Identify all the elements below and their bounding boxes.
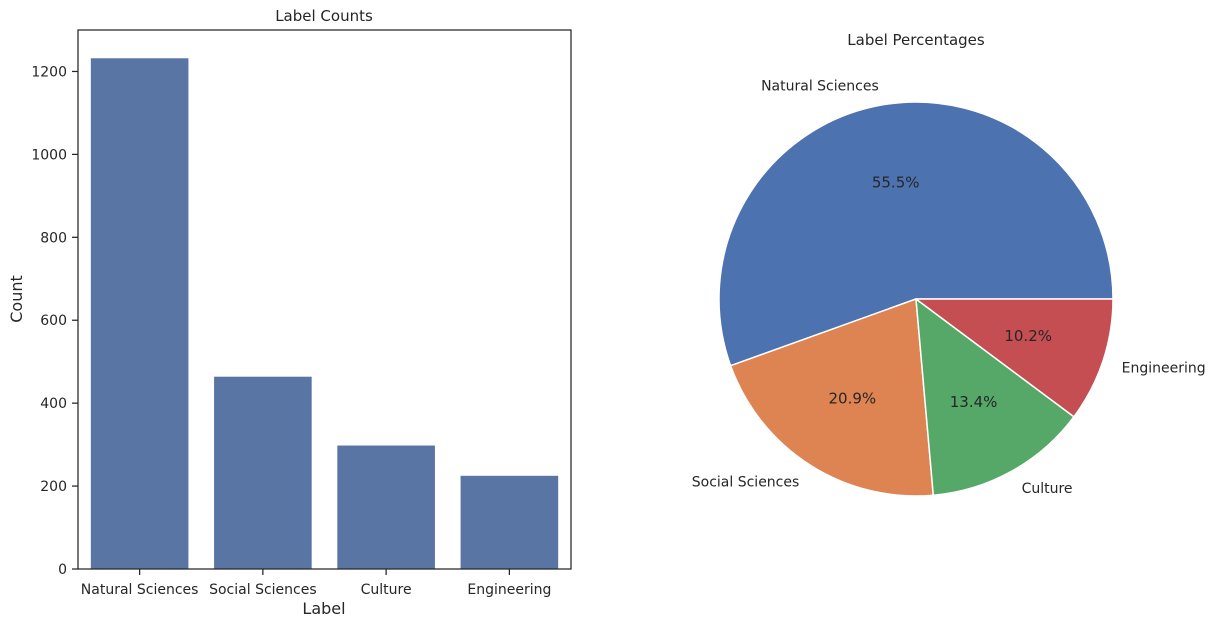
pie-percent-label: 10.2%: [1004, 327, 1052, 345]
bar-plot-frame: [77, 29, 572, 570]
pie-label: Engineering: [1122, 360, 1206, 376]
x-tick-label: Engineering: [467, 582, 551, 598]
pie-label: Social Sciences: [692, 475, 800, 491]
y-tick-label: 0: [58, 562, 67, 578]
pie-slice-culture: [915, 298, 1075, 496]
pie-chart-title: Label Percentages: [847, 31, 985, 49]
pie-label: Culture: [1022, 481, 1073, 497]
x-tick-label: Culture: [361, 582, 412, 598]
bar-engineering: [459, 474, 560, 570]
pie-label: Natural Sciences: [761, 79, 879, 95]
pie-slice-engineering: [915, 298, 1114, 418]
pie-percent-label: 55.5%: [872, 174, 920, 192]
pie-slices: [718, 101, 1114, 497]
y-tick-label: 1000: [31, 147, 67, 163]
pie-slice-natural-sciences: [718, 101, 1114, 367]
x-axis-label: Label: [302, 599, 345, 618]
pie-percent-labels: 55.5% 20.9% 13.4% 10.2%: [829, 174, 1052, 412]
bar-natural-sciences: [89, 57, 190, 570]
x-axis-ticks: Natural Sciences Social Sciences Culture En…: [81, 569, 551, 598]
y-tick-label: 800: [40, 230, 67, 246]
pie-percent-label: 20.9%: [829, 390, 877, 408]
y-tick-label: 600: [40, 313, 67, 329]
x-tick-label: Social Sciences: [209, 582, 317, 598]
bar-chart-title: Label Counts: [275, 7, 373, 25]
y-axis-ticks: 0 200 400 600 800 1000 1200: [31, 64, 78, 578]
bar-social-sciences: [213, 375, 313, 570]
pie-percent-label: 13.4%: [950, 393, 998, 411]
pie-slice-social-sciences: [729, 298, 935, 497]
bar-culture: [336, 444, 436, 570]
pie-chart: Label Percentages Natural Sciences Social…: [692, 31, 1206, 497]
y-tick-label: 400: [40, 396, 67, 412]
bar-chart: Label Counts 0 200 400 600 800 1000 1200 Natur…: [7, 7, 572, 618]
y-axis-label: Count: [7, 275, 26, 323]
bar-marks: [89, 57, 560, 570]
pie-labels: Natural Sciences Social Sciences Culture En…: [692, 79, 1206, 498]
x-tick-label: Natural Sciences: [81, 582, 199, 598]
y-tick-label: 200: [40, 479, 67, 495]
y-tick-label: 1200: [31, 64, 67, 80]
